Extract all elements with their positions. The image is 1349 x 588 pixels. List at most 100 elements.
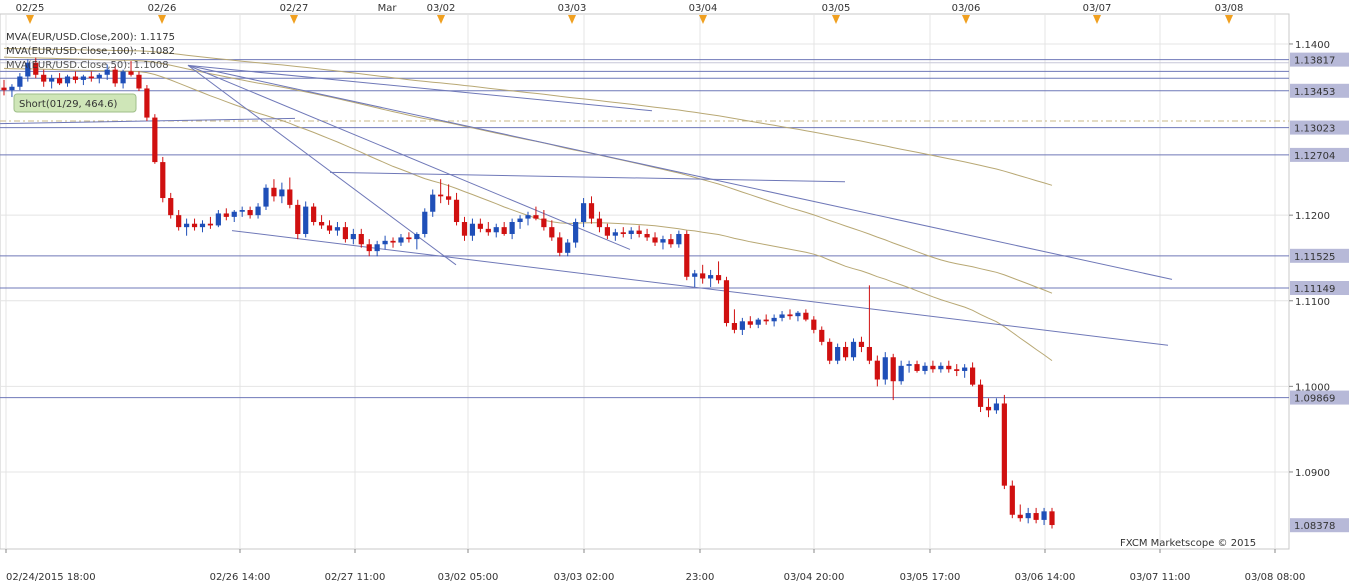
top-date-label: Mar bbox=[378, 3, 398, 14]
date-marker bbox=[1225, 15, 1233, 24]
legend: MVA(EUR/USD.Close,200): 1.1175 MVA(EUR/U… bbox=[6, 32, 175, 71]
date-marker bbox=[962, 15, 970, 24]
trend-line bbox=[187, 64, 457, 266]
candle-body bbox=[771, 317, 777, 322]
candle-body bbox=[962, 367, 968, 371]
trade-label-text: Short(01/29, 464.6) bbox=[19, 99, 118, 110]
trend-line bbox=[329, 171, 846, 183]
candle-body bbox=[414, 233, 420, 240]
candle-body bbox=[898, 365, 904, 382]
candle-body bbox=[374, 244, 380, 252]
candle-body bbox=[565, 242, 571, 253]
candle-body bbox=[144, 88, 150, 118]
candle-body bbox=[842, 346, 849, 358]
candle-body bbox=[485, 228, 491, 233]
level-tag bbox=[1290, 147, 1349, 162]
date-marker bbox=[568, 15, 576, 24]
candle-body bbox=[835, 346, 841, 361]
candle-body bbox=[239, 210, 245, 212]
candle-body bbox=[72, 76, 79, 80]
watermark: FXCM Marketscope © 2015 bbox=[1120, 538, 1256, 549]
candle-body bbox=[390, 240, 396, 243]
candle-body bbox=[1049, 511, 1055, 526]
candle-body bbox=[954, 369, 960, 371]
candle-body bbox=[398, 237, 404, 243]
candle-body bbox=[977, 384, 984, 407]
candle-body bbox=[795, 312, 801, 317]
candle-body bbox=[604, 227, 610, 236]
candle-body bbox=[184, 223, 190, 228]
candle-body bbox=[914, 364, 920, 371]
candle-body bbox=[644, 233, 650, 238]
level-tag-label: 1.11149 bbox=[1294, 284, 1335, 295]
candle-body bbox=[533, 215, 539, 219]
level-tag-label: 1.13817 bbox=[1294, 56, 1335, 67]
candle-body bbox=[1025, 513, 1031, 519]
horizontal-levels bbox=[0, 59, 1289, 399]
x-tick-label: 02/26 14:00 bbox=[210, 572, 271, 583]
candle-body bbox=[295, 204, 301, 234]
candle-body bbox=[342, 227, 348, 240]
level-tag-label: 1.13023 bbox=[1294, 124, 1335, 135]
trend-lines bbox=[0, 64, 1173, 346]
trend-line bbox=[0, 117, 296, 125]
candle-body bbox=[136, 74, 142, 89]
x-tick-label: 03/06 14:00 bbox=[1015, 572, 1076, 583]
trend-line bbox=[187, 64, 1173, 280]
level-tag bbox=[1290, 120, 1349, 135]
candle-body bbox=[930, 365, 936, 370]
top-date-label: 03/08 bbox=[1215, 3, 1244, 14]
current-price-label: 1.08378 bbox=[1294, 521, 1335, 532]
candle-body bbox=[850, 341, 857, 358]
y-tick-label: 1.1000 bbox=[1295, 382, 1330, 393]
candle-body bbox=[461, 222, 468, 236]
level-tag bbox=[1290, 83, 1349, 98]
candle-body bbox=[287, 189, 293, 205]
top-date-label: 02/25 bbox=[16, 3, 45, 14]
candle-body bbox=[1, 87, 7, 91]
price-axis: 1.1400 1.1200 1.1100 1.1000 1.0900 1.13817 1.1… bbox=[1289, 40, 1349, 533]
candle-body bbox=[350, 233, 356, 240]
top-date-label: 03/06 bbox=[952, 3, 981, 14]
date-marker bbox=[699, 15, 707, 24]
candle-body bbox=[311, 206, 317, 223]
candle-body bbox=[596, 218, 603, 228]
candle-body bbox=[668, 239, 674, 245]
trend-line bbox=[231, 230, 1169, 346]
candle-body bbox=[358, 233, 364, 245]
level-tag bbox=[1290, 390, 1349, 405]
candle-body bbox=[612, 232, 618, 236]
ma200-line bbox=[3, 47, 1053, 186]
candle-body bbox=[112, 69, 118, 84]
candle-body bbox=[1033, 513, 1039, 520]
candle-body bbox=[747, 321, 753, 325]
candle-body bbox=[779, 314, 785, 318]
candle-body bbox=[938, 365, 944, 370]
candle-body bbox=[628, 230, 634, 234]
candle-body bbox=[1001, 403, 1007, 486]
candle-body bbox=[120, 71, 126, 84]
trend-line bbox=[187, 64, 653, 112]
trend-line bbox=[187, 64, 631, 250]
top-date-label: 03/07 bbox=[1083, 3, 1112, 14]
candle-body bbox=[1017, 514, 1023, 519]
candle-body bbox=[41, 74, 47, 82]
candle-body bbox=[580, 203, 587, 223]
candle-body bbox=[882, 357, 888, 380]
candle-body bbox=[366, 244, 372, 252]
candle-body bbox=[541, 218, 547, 228]
top-date-label: 03/05 bbox=[822, 3, 851, 14]
candle-body bbox=[430, 194, 436, 212]
candle-body bbox=[231, 211, 237, 217]
top-date-label: 03/03 bbox=[558, 3, 587, 14]
level-tag bbox=[1290, 281, 1349, 296]
candle-body bbox=[271, 187, 277, 197]
top-date-label: 02/26 bbox=[148, 3, 177, 14]
candle-body bbox=[176, 215, 182, 228]
trade-label[interactable]: Short(01/29, 464.6) bbox=[13, 93, 137, 113]
date-marker bbox=[26, 15, 34, 24]
candle-body bbox=[557, 237, 563, 253]
candle-body bbox=[946, 365, 952, 370]
candle-body bbox=[708, 275, 714, 279]
